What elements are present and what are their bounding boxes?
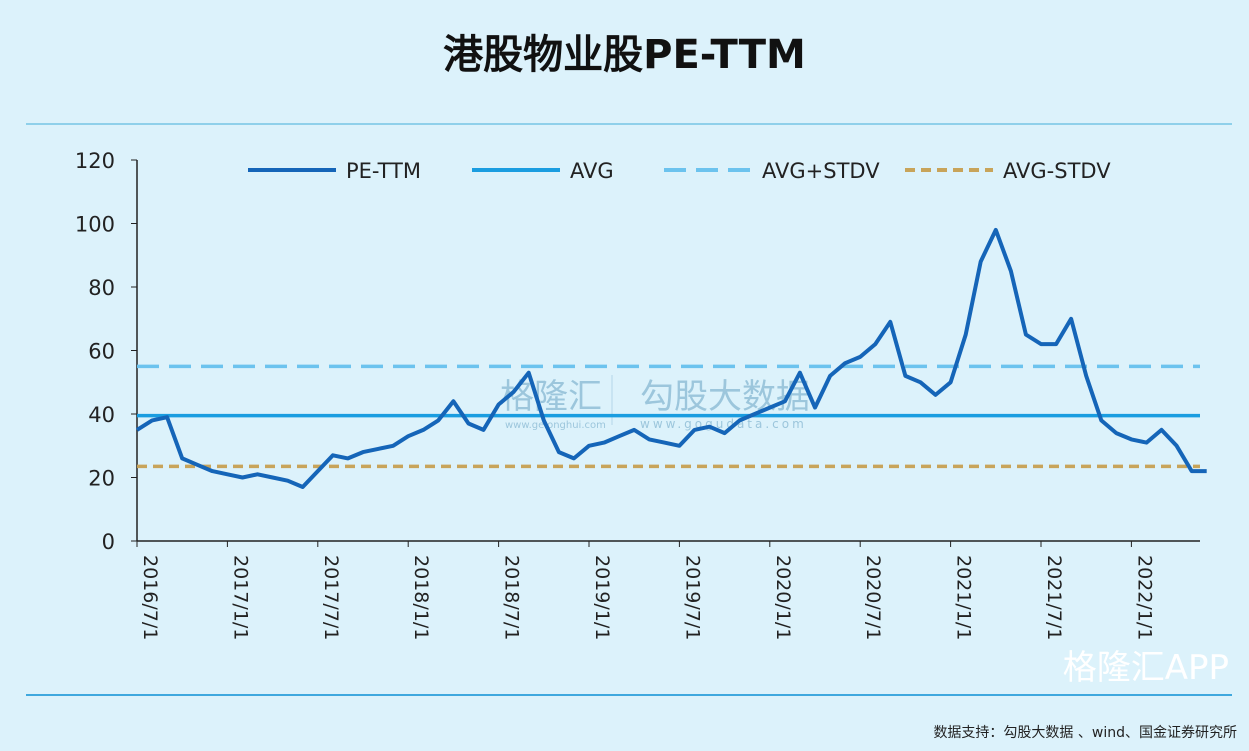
x-tick-label: 2021/1/1 (953, 555, 975, 640)
x-tick-label: 2019/7/1 (681, 555, 703, 640)
top-divider (26, 123, 1232, 125)
x-tick-label: 2017/7/1 (320, 555, 342, 640)
legend-label: AVG (570, 159, 614, 183)
x-tick-label: 2019/1/1 (591, 555, 613, 640)
watermark-gogudata-url: www.gogudata.com (640, 417, 807, 431)
legend-label: PE-TTM (346, 159, 421, 183)
x-tick-label: 2018/7/1 (501, 555, 523, 640)
y-tick-label: 100 (75, 213, 115, 237)
bottom-divider (26, 694, 1232, 696)
watermark-gelonghui-url: www.gelonghui.com (505, 420, 606, 431)
y-tick-label: 120 (75, 149, 115, 173)
pe-ttm-line (135, 227, 1207, 489)
source-footer: 数据支持：勾股大数据 、wind、国金证券研究所 (933, 725, 1237, 741)
watermark-gelonghui: 格隆汇 (500, 377, 602, 417)
chart-title: 港股物业股PE-TTM (443, 32, 806, 78)
x-tick-label: 2020/7/1 (862, 555, 884, 640)
pe-chart: 格隆汇 www.gelonghui.com 勾股大数据www.gogudata.co… (75, 149, 1207, 640)
x-tick-label: 2017/1/1 (229, 555, 251, 640)
x-tick-label: 2021/7/1 (1043, 555, 1065, 640)
watermark-gogudata: 勾股大数据 (640, 377, 810, 417)
y-tick-label: 80 (88, 276, 115, 300)
y-tick-label: 40 (88, 403, 115, 427)
x-tick-label: 2020/1/1 (772, 555, 794, 640)
x-tick-label: 2022/1/1 (1133, 555, 1155, 640)
y-tick-label: 60 (88, 340, 115, 364)
y-tick-label: 0 (102, 530, 115, 554)
x-tick-label: 2016/7/1 (139, 555, 161, 640)
y-tick-label: 20 (88, 467, 115, 491)
watermark-corner: 格隆汇APP (1062, 648, 1229, 688)
legend-label: AVG-STDV (1003, 159, 1111, 183)
legend-label: AVG+STDV (762, 159, 880, 183)
x-tick-label: 2018/1/1 (410, 555, 432, 640)
